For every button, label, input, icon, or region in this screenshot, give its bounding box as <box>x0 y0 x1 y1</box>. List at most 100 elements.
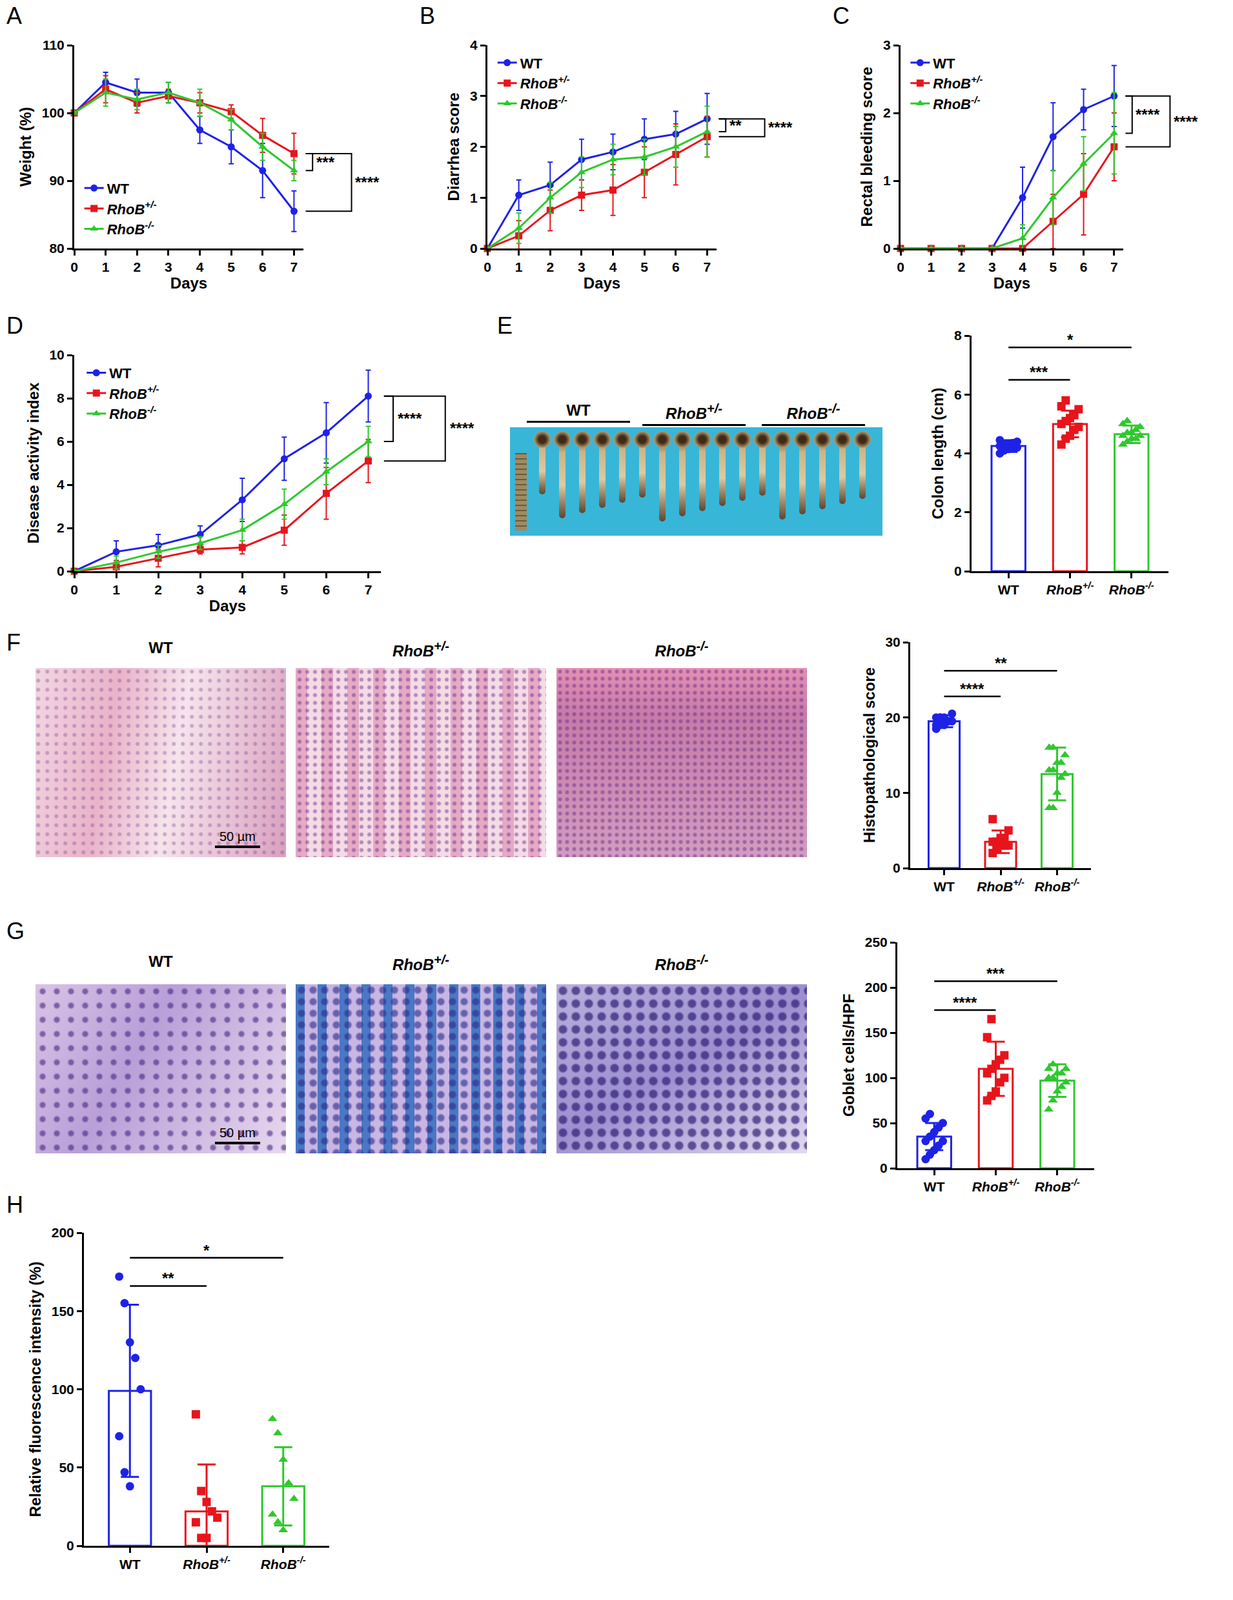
svg-text:2: 2 <box>883 105 891 121</box>
svg-text:RhoB​-/-​: RhoB​-/-​ <box>109 404 157 423</box>
svg-text:*: * <box>1067 331 1074 349</box>
svg-text:1: 1 <box>469 190 478 206</box>
svg-text:6: 6 <box>56 433 65 449</box>
svg-text:WT: WT <box>520 55 543 72</box>
svg-text:RhoB​+/-​: RhoB​+/-​ <box>107 198 157 217</box>
svg-text:150: 150 <box>51 1304 75 1319</box>
svg-text:**: ** <box>994 654 1008 673</box>
svg-text:RhoB​+/-​: RhoB​+/-​ <box>932 73 983 92</box>
svg-text:1: 1 <box>515 259 523 275</box>
svg-text:1: 1 <box>883 173 891 188</box>
svg-text:100: 100 <box>865 1070 888 1086</box>
svg-text:1: 1 <box>101 259 110 275</box>
svg-text:0: 0 <box>66 1538 75 1554</box>
svg-text:WT: WT <box>998 582 1020 598</box>
svg-text:6: 6 <box>258 259 267 275</box>
svg-text:4: 4 <box>609 259 618 275</box>
svg-text:WT: WT <box>107 180 130 197</box>
svg-text:0: 0 <box>70 259 79 275</box>
svg-text:0: 0 <box>883 240 891 256</box>
svg-text:Histopathological score: Histopathological score <box>860 667 878 844</box>
svg-text:***: *** <box>986 965 1006 983</box>
svg-text:RhoB​+/-​: RhoB​+/-​ <box>520 73 571 92</box>
svg-text:4: 4 <box>469 37 478 53</box>
svg-text:2: 2 <box>546 259 554 275</box>
svg-text:6: 6 <box>954 387 962 403</box>
svg-text:RhoB​-/-​: RhoB​-/-​ <box>260 1555 306 1572</box>
svg-text:0: 0 <box>469 240 478 256</box>
svg-text:1: 1 <box>927 259 935 275</box>
svg-text:7: 7 <box>290 259 299 275</box>
svg-text:WT: WT <box>119 1557 141 1572</box>
svg-text:Goblet cells/HPF: Goblet cells/HPF <box>839 994 858 1118</box>
svg-text:****: **** <box>449 419 475 438</box>
svg-text:6: 6 <box>672 259 680 275</box>
svg-text:3: 3 <box>469 88 478 104</box>
svg-text:2: 2 <box>469 139 478 155</box>
svg-text:Diarrhea score: Diarrhea score <box>444 92 463 201</box>
svg-text:Days: Days <box>993 274 1031 292</box>
svg-text:Days: Days <box>583 274 621 292</box>
svg-text:4: 4 <box>954 446 962 461</box>
svg-text:2: 2 <box>132 259 141 275</box>
svg-text:Colon length (cm): Colon length (cm) <box>928 387 947 520</box>
svg-text:****: **** <box>952 994 978 1012</box>
svg-text:0: 0 <box>892 860 901 876</box>
svg-text:80: 80 <box>49 240 64 256</box>
svg-text:5: 5 <box>227 259 235 275</box>
svg-text:RhoB​+/-​: RhoB​+/-​ <box>182 1555 231 1572</box>
svg-text:90: 90 <box>49 173 64 188</box>
svg-text:200: 200 <box>51 1225 75 1241</box>
svg-text:7: 7 <box>1110 259 1119 275</box>
svg-text:7: 7 <box>364 582 373 598</box>
svg-text:3: 3 <box>883 37 891 53</box>
svg-text:Rectal bleeding score: Rectal bleeding score <box>857 66 876 227</box>
svg-text:****: **** <box>1135 105 1161 124</box>
svg-text:20: 20 <box>885 710 900 725</box>
svg-text:RhoB​-/-​: RhoB​-/-​ <box>1109 580 1155 598</box>
svg-text:150: 150 <box>865 1025 888 1040</box>
svg-text:7: 7 <box>703 259 712 275</box>
svg-text:WT: WT <box>109 365 132 382</box>
svg-text:4: 4 <box>238 582 246 598</box>
svg-text:Days: Days <box>209 597 246 615</box>
svg-text:0: 0 <box>483 259 492 275</box>
svg-text:****: **** <box>355 173 380 192</box>
svg-text:5: 5 <box>640 259 649 275</box>
svg-text:Weight (%): Weight (%) <box>16 107 35 188</box>
svg-text:110: 110 <box>42 37 65 53</box>
svg-text:****: **** <box>1173 112 1199 131</box>
svg-text:30: 30 <box>885 634 900 650</box>
svg-text:100: 100 <box>41 105 65 121</box>
svg-text:3: 3 <box>577 259 586 275</box>
svg-text:RhoB​+/-​: RhoB​+/-​ <box>972 1177 1020 1195</box>
svg-text:5: 5 <box>280 582 288 598</box>
svg-text:3: 3 <box>196 582 204 598</box>
svg-text:WT: WT <box>933 879 955 895</box>
svg-text:3: 3 <box>164 259 173 275</box>
svg-text:****: **** <box>397 409 423 428</box>
svg-text:RhoB​-/-​: RhoB​-/-​ <box>520 94 568 113</box>
svg-text:WT: WT <box>923 1179 946 1195</box>
svg-text:RhoB​-/-​: RhoB​-/-​ <box>1034 877 1081 895</box>
svg-text:**: ** <box>162 1269 175 1288</box>
svg-text:RhoB​+/-​: RhoB​+/-​ <box>1046 580 1095 598</box>
svg-text:WT: WT <box>932 55 956 72</box>
svg-text:4: 4 <box>56 477 65 492</box>
svg-text:100: 100 <box>51 1382 75 1397</box>
svg-text:0: 0 <box>70 582 79 598</box>
svg-text:RhoB​-/-​: RhoB​-/-​ <box>1034 1177 1081 1195</box>
svg-text:6: 6 <box>1080 259 1088 275</box>
svg-text:6: 6 <box>322 582 331 598</box>
svg-text:***: *** <box>316 153 336 172</box>
svg-text:Days: Days <box>170 274 208 292</box>
svg-text:8: 8 <box>56 390 65 406</box>
svg-text:RhoB​+/-​: RhoB​+/-​ <box>976 877 1025 895</box>
svg-text:0: 0 <box>896 259 905 275</box>
svg-text:3: 3 <box>988 259 997 275</box>
svg-text:*: * <box>203 1242 210 1260</box>
svg-text:5: 5 <box>1049 259 1057 275</box>
svg-text:2: 2 <box>56 520 65 536</box>
svg-text:2: 2 <box>957 259 966 275</box>
svg-text:10: 10 <box>49 347 64 363</box>
